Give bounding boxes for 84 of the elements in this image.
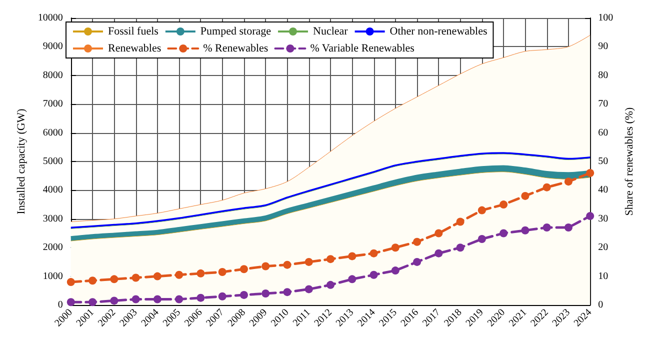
point — [413, 258, 422, 266]
point — [500, 229, 508, 238]
y2-tick-label: 70 — [598, 98, 608, 110]
point — [153, 272, 162, 280]
point — [542, 224, 551, 232]
point — [196, 294, 205, 302]
y-tick-label: 4000 — [42, 184, 63, 196]
point — [521, 226, 530, 234]
point — [413, 238, 422, 246]
y-tick-label: 8000 — [42, 70, 63, 81]
point — [521, 192, 530, 200]
y-tick-label: 5000 — [42, 156, 63, 167]
x-tick-label: 2001 — [74, 307, 96, 330]
x-tick-label: 2011 — [291, 307, 313, 329]
point — [88, 276, 97, 285]
legend-label: Pumped storage — [200, 26, 272, 38]
y2-tick-label: 100 — [598, 12, 614, 24]
point — [564, 224, 572, 232]
point — [348, 252, 356, 260]
point — [262, 290, 270, 298]
point — [326, 280, 334, 289]
point — [586, 168, 594, 177]
y2-tick-label: 60 — [598, 127, 608, 138]
y2-tick-label: 20 — [598, 242, 608, 254]
point — [542, 183, 551, 192]
y-tick-label: 9000 — [42, 41, 63, 52]
point — [478, 206, 486, 214]
y-tick-label: 1000 — [42, 270, 63, 282]
point — [564, 178, 572, 186]
point — [218, 292, 226, 300]
point — [391, 244, 400, 252]
y2-tick-label: 80 — [598, 70, 608, 81]
y2-tick-label: 30 — [598, 213, 608, 224]
point — [110, 275, 118, 284]
y-axis-title: Installed capacity (GW) — [16, 108, 28, 214]
legend-label: Other non-renewables — [390, 26, 488, 38]
point — [478, 234, 486, 243]
point — [586, 212, 594, 220]
point — [283, 288, 292, 296]
point — [153, 295, 162, 304]
x-tick-label: 2021 — [507, 307, 530, 330]
point — [88, 298, 97, 306]
y-tick-label: 7000 — [42, 98, 63, 110]
point — [500, 200, 508, 209]
point — [304, 285, 313, 294]
y2-tick-label: 0 — [598, 300, 604, 310]
point — [240, 265, 248, 274]
point — [196, 269, 205, 278]
y-tick-label: 10000 — [38, 12, 63, 24]
point — [66, 278, 75, 286]
legend-label: % Renewables — [203, 42, 268, 54]
point — [132, 274, 140, 282]
y2-tick-label: 10 — [598, 270, 608, 282]
point — [326, 255, 334, 264]
point — [304, 258, 313, 266]
point — [240, 290, 248, 299]
y-tick-label: 2000 — [42, 242, 63, 254]
point — [132, 295, 140, 304]
point — [218, 268, 226, 276]
point — [456, 218, 464, 226]
point — [110, 296, 118, 305]
point — [175, 295, 184, 304]
point — [434, 229, 443, 238]
point — [370, 270, 378, 279]
y-tick-label: 3000 — [42, 213, 63, 224]
y2-tick-label: 50 — [598, 156, 608, 167]
point — [283, 260, 292, 269]
point — [66, 298, 75, 306]
point — [175, 270, 184, 279]
legend-label: Renewables — [108, 42, 162, 54]
y2-tick-label: 90 — [598, 41, 608, 52]
point — [348, 275, 356, 284]
y-tick-label: 0 — [58, 300, 63, 310]
y-tick-label: 6000 — [42, 127, 63, 138]
legend-label: % Variable Renewables — [310, 42, 414, 54]
point — [262, 262, 270, 270]
point — [434, 249, 443, 258]
point — [456, 244, 464, 252]
point — [391, 266, 400, 275]
y2-tick-label: 40 — [598, 184, 608, 196]
y2-axis-title: Share of renewables (%) — [624, 106, 636, 216]
legend-label: Fossil fuels — [108, 26, 158, 38]
point — [370, 249, 378, 258]
legend-label: Nuclear — [312, 26, 348, 38]
